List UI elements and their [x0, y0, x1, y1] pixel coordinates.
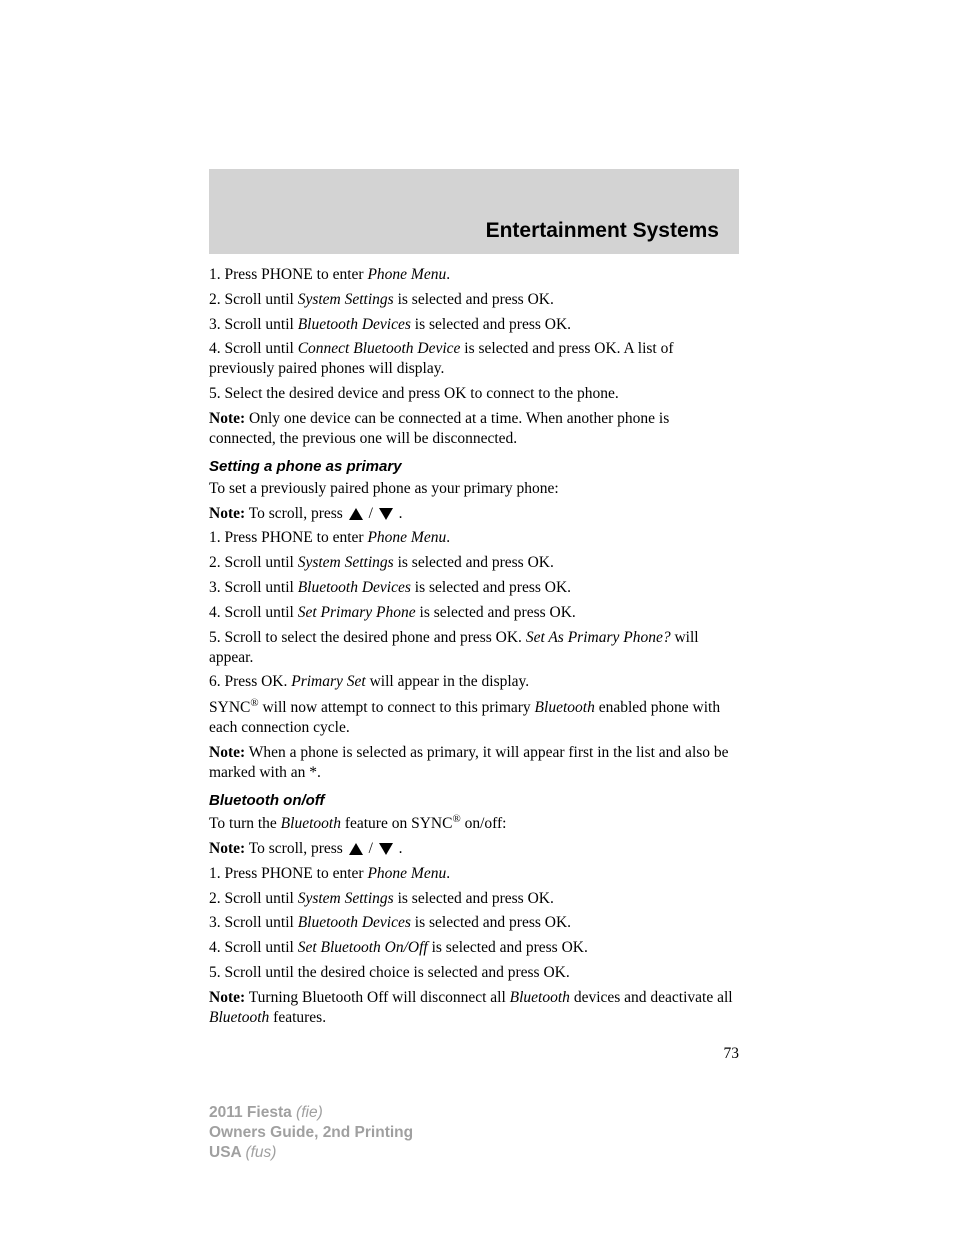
footer-line2: Owners Guide, 2nd Printing [209, 1123, 413, 1143]
section1-step1: 1. Press PHONE to enter Phone Menu. [209, 265, 739, 285]
section2-step3: 3. Scroll until Bluetooth Devices is sel… [209, 578, 739, 598]
section3-step3: 3. Scroll until Bluetooth Devices is sel… [209, 913, 739, 933]
section1-step5: 5. Select the desired device and press O… [209, 384, 739, 404]
section3-intro: To turn the Bluetooth feature on SYNC® o… [209, 813, 739, 834]
section2-intro: To set a previously paired phone as your… [209, 479, 739, 499]
section1-step3: 3. Scroll until Bluetooth Devices is sel… [209, 315, 739, 335]
section3-step4: 4. Scroll until Set Bluetooth On/Off is … [209, 938, 739, 958]
triangle-down-icon [379, 508, 393, 520]
footer-line1: 2011 Fiesta (fie) [209, 1103, 413, 1123]
section3-step5: 5. Scroll until the desired choice is se… [209, 963, 739, 983]
footer: 2011 Fiesta (fie) Owners Guide, 2nd Prin… [209, 1103, 413, 1163]
section2-step2: 2. Scroll until System Settings is selec… [209, 553, 739, 573]
section2-heading: Setting a phone as primary [209, 457, 739, 476]
section2-sync: SYNC® will now attempt to connect to thi… [209, 697, 739, 738]
section3-heading: Bluetooth on/off [209, 791, 739, 810]
section2-step6: 6. Press OK. Primary Set will appear in … [209, 672, 739, 692]
page-container: Entertainment Systems 1. Press PHONE to … [0, 0, 954, 1235]
page-number: 73 [724, 1044, 740, 1064]
section2-step4: 4. Scroll until Set Primary Phone is sel… [209, 603, 739, 623]
section2-note2: Note: When a phone is selected as primar… [209, 743, 739, 783]
section1-step4: 4. Scroll until Connect Bluetooth Device… [209, 339, 739, 379]
section1-note: Note: Only one device can be connected a… [209, 409, 739, 449]
section3-step1: 1. Press PHONE to enter Phone Menu. [209, 864, 739, 884]
section1-step2: 2. Scroll until System Settings is selec… [209, 290, 739, 310]
section2-note1: Note: To scroll, press / . [209, 504, 739, 524]
content-area: 1. Press PHONE to enter Phone Menu. 2. S… [209, 265, 739, 1033]
section3-note2: Note: Turning Bluetooth Off will disconn… [209, 988, 739, 1028]
footer-line3: USA (fus) [209, 1143, 413, 1163]
section2-step1: 1. Press PHONE to enter Phone Menu. [209, 528, 739, 548]
triangle-up-icon [349, 508, 363, 520]
section3-note1: Note: To scroll, press / . [209, 839, 739, 859]
page-title: Entertainment Systems [486, 219, 719, 243]
triangle-down-icon [379, 843, 393, 855]
section3-step2: 2. Scroll until System Settings is selec… [209, 889, 739, 909]
section2-step5: 5. Scroll to select the desired phone an… [209, 628, 739, 668]
header-box: Entertainment Systems [209, 169, 739, 254]
triangle-up-icon [349, 843, 363, 855]
